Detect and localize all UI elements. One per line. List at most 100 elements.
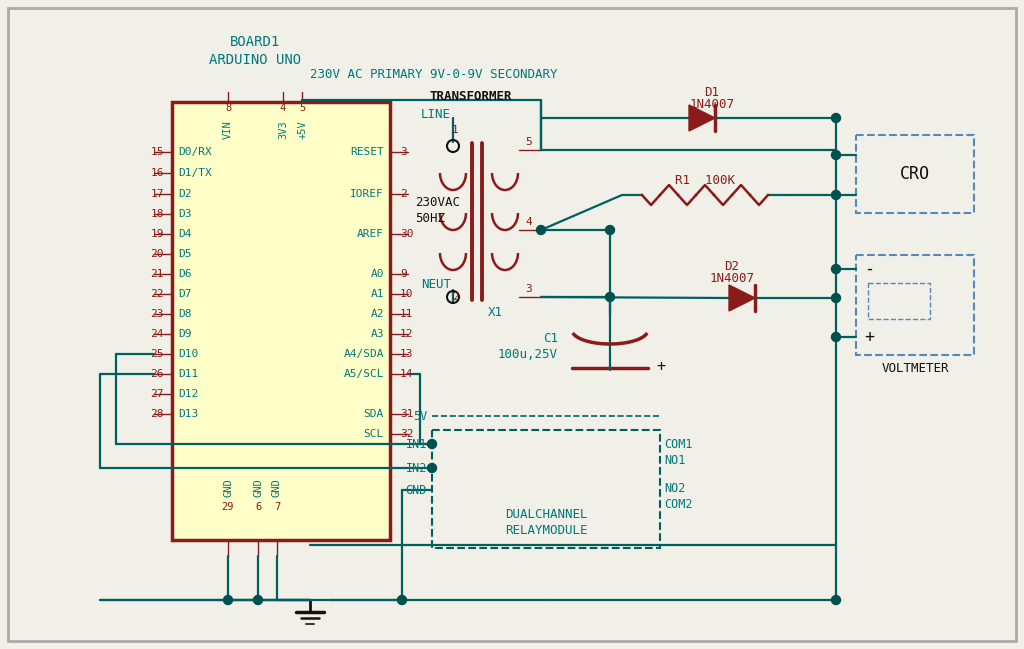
Text: GND: GND xyxy=(223,478,233,497)
Text: D11: D11 xyxy=(178,369,199,379)
Text: 5: 5 xyxy=(299,103,305,113)
Text: VOLTMETER: VOLTMETER xyxy=(882,363,949,376)
Text: 29: 29 xyxy=(222,502,234,512)
Text: D10: D10 xyxy=(178,349,199,359)
Text: D1: D1 xyxy=(705,86,720,99)
Text: D12: D12 xyxy=(178,389,199,399)
Text: 18: 18 xyxy=(151,209,164,219)
Text: A0: A0 xyxy=(371,269,384,279)
Text: 10: 10 xyxy=(400,289,414,299)
Text: 17: 17 xyxy=(151,189,164,199)
Text: 6: 6 xyxy=(255,502,261,512)
Text: D7: D7 xyxy=(178,289,191,299)
Text: D3: D3 xyxy=(178,209,191,219)
Text: X1: X1 xyxy=(487,306,503,319)
Text: 19: 19 xyxy=(151,229,164,239)
Text: 8: 8 xyxy=(225,103,231,113)
Text: 230V AC PRIMARY 9V-0-9V SECONDARY: 230V AC PRIMARY 9V-0-9V SECONDARY xyxy=(310,67,557,80)
Text: A2: A2 xyxy=(371,309,384,319)
Text: COM1: COM1 xyxy=(664,437,692,450)
Text: 1N4007: 1N4007 xyxy=(689,97,734,110)
Text: D6: D6 xyxy=(178,269,191,279)
Text: AREF: AREF xyxy=(357,229,384,239)
Text: 5: 5 xyxy=(525,137,531,147)
Text: RESET: RESET xyxy=(350,147,384,157)
Text: 3: 3 xyxy=(525,284,531,294)
Text: NO1: NO1 xyxy=(664,454,685,467)
Polygon shape xyxy=(729,285,755,311)
Text: 2: 2 xyxy=(400,189,407,199)
Circle shape xyxy=(427,439,436,448)
Circle shape xyxy=(831,114,841,123)
Text: 26: 26 xyxy=(151,369,164,379)
Text: A3: A3 xyxy=(371,329,384,339)
Text: 11: 11 xyxy=(400,309,414,319)
Text: 9: 9 xyxy=(400,269,407,279)
Text: D2: D2 xyxy=(725,260,739,273)
Text: 14: 14 xyxy=(400,369,414,379)
Circle shape xyxy=(831,265,841,273)
Text: 50HZ: 50HZ xyxy=(415,212,445,225)
Text: 30: 30 xyxy=(400,229,414,239)
FancyBboxPatch shape xyxy=(868,283,930,319)
FancyBboxPatch shape xyxy=(172,102,390,540)
Circle shape xyxy=(223,596,232,604)
Text: SCL: SCL xyxy=(364,429,384,439)
Text: 230VAC: 230VAC xyxy=(415,195,460,208)
Text: 16: 16 xyxy=(151,168,164,178)
Text: IN2: IN2 xyxy=(406,461,427,474)
Text: R1  100K: R1 100K xyxy=(675,175,735,188)
Text: IOREF: IOREF xyxy=(350,189,384,199)
Text: GND: GND xyxy=(406,484,427,496)
Text: A1: A1 xyxy=(371,289,384,299)
Polygon shape xyxy=(689,105,715,131)
Text: 23: 23 xyxy=(151,309,164,319)
Text: 25: 25 xyxy=(151,349,164,359)
Circle shape xyxy=(605,293,614,302)
Text: 7: 7 xyxy=(273,502,281,512)
Text: 15: 15 xyxy=(151,147,164,157)
Text: 4: 4 xyxy=(280,103,286,113)
Text: NEUT: NEUT xyxy=(421,278,451,291)
Text: D2: D2 xyxy=(178,189,191,199)
Circle shape xyxy=(537,225,546,234)
Text: 28: 28 xyxy=(151,409,164,419)
Text: +5V: +5V xyxy=(297,121,307,140)
Text: 24: 24 xyxy=(151,329,164,339)
Text: 27: 27 xyxy=(151,389,164,399)
Circle shape xyxy=(831,293,841,302)
Text: 31: 31 xyxy=(400,409,414,419)
Circle shape xyxy=(831,151,841,160)
Circle shape xyxy=(427,463,436,472)
Text: D5: D5 xyxy=(178,249,191,259)
FancyBboxPatch shape xyxy=(856,135,974,213)
Text: 3V3: 3V3 xyxy=(278,121,288,140)
Text: RELAYMODULE: RELAYMODULE xyxy=(505,524,587,537)
FancyBboxPatch shape xyxy=(856,255,974,355)
Text: +: + xyxy=(864,328,874,346)
Text: SDA: SDA xyxy=(364,409,384,419)
FancyBboxPatch shape xyxy=(432,430,660,548)
Circle shape xyxy=(831,596,841,604)
Text: BOARD1: BOARD1 xyxy=(229,35,281,49)
Text: VIN: VIN xyxy=(223,121,233,140)
Text: 22: 22 xyxy=(151,289,164,299)
Text: 13: 13 xyxy=(400,349,414,359)
Text: D4: D4 xyxy=(178,229,191,239)
Text: COM2: COM2 xyxy=(664,498,692,511)
Text: -: - xyxy=(864,260,874,278)
Text: IN1: IN1 xyxy=(406,437,427,450)
Text: C1: C1 xyxy=(543,332,558,345)
Text: 2: 2 xyxy=(452,292,459,302)
Circle shape xyxy=(254,596,262,604)
Text: 100u,25V: 100u,25V xyxy=(498,347,558,360)
Text: D0/RX: D0/RX xyxy=(178,147,212,157)
Text: 32: 32 xyxy=(400,429,414,439)
Text: A4/SDA: A4/SDA xyxy=(343,349,384,359)
Text: D8: D8 xyxy=(178,309,191,319)
Text: DUALCHANNEL: DUALCHANNEL xyxy=(505,508,587,520)
Text: NO2: NO2 xyxy=(664,482,685,495)
Text: CRO: CRO xyxy=(900,165,930,183)
Text: GND: GND xyxy=(272,478,282,497)
Text: ARDUINO UNO: ARDUINO UNO xyxy=(209,53,301,67)
